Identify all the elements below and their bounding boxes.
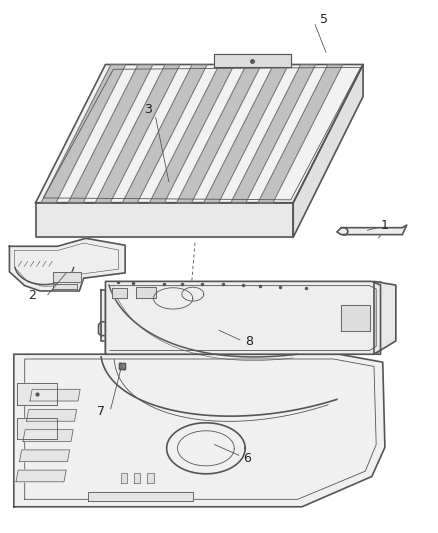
Polygon shape [136, 287, 155, 298]
Text: 6: 6 [244, 453, 251, 465]
Polygon shape [177, 64, 261, 203]
Polygon shape [16, 470, 66, 482]
Polygon shape [112, 288, 127, 298]
Polygon shape [95, 64, 180, 203]
Polygon shape [337, 225, 407, 235]
Text: 7: 7 [97, 405, 105, 417]
Text: 5: 5 [320, 13, 328, 26]
Polygon shape [30, 389, 80, 401]
Polygon shape [231, 64, 316, 203]
Polygon shape [10, 238, 125, 291]
Polygon shape [14, 354, 385, 507]
Polygon shape [23, 430, 73, 441]
Polygon shape [101, 282, 381, 341]
Polygon shape [147, 473, 153, 483]
Polygon shape [35, 203, 293, 237]
Polygon shape [88, 492, 193, 502]
Text: 1: 1 [381, 219, 389, 231]
Polygon shape [106, 288, 381, 354]
Polygon shape [19, 450, 70, 462]
Text: 8: 8 [245, 335, 253, 349]
Polygon shape [214, 54, 291, 67]
Polygon shape [134, 473, 141, 483]
Polygon shape [374, 281, 396, 354]
Polygon shape [17, 418, 57, 439]
Polygon shape [17, 383, 57, 405]
Polygon shape [99, 322, 263, 336]
Polygon shape [41, 64, 126, 203]
Polygon shape [258, 64, 343, 203]
Polygon shape [341, 305, 370, 332]
Polygon shape [106, 281, 381, 354]
Text: 3: 3 [145, 103, 152, 116]
Polygon shape [26, 409, 77, 421]
Polygon shape [53, 284, 77, 289]
Polygon shape [53, 272, 81, 282]
Polygon shape [293, 64, 363, 237]
Polygon shape [149, 64, 234, 203]
Polygon shape [122, 64, 207, 203]
Polygon shape [204, 64, 289, 203]
Text: 2: 2 [28, 289, 36, 302]
Polygon shape [68, 64, 153, 203]
Polygon shape [121, 473, 127, 483]
Polygon shape [35, 64, 363, 203]
